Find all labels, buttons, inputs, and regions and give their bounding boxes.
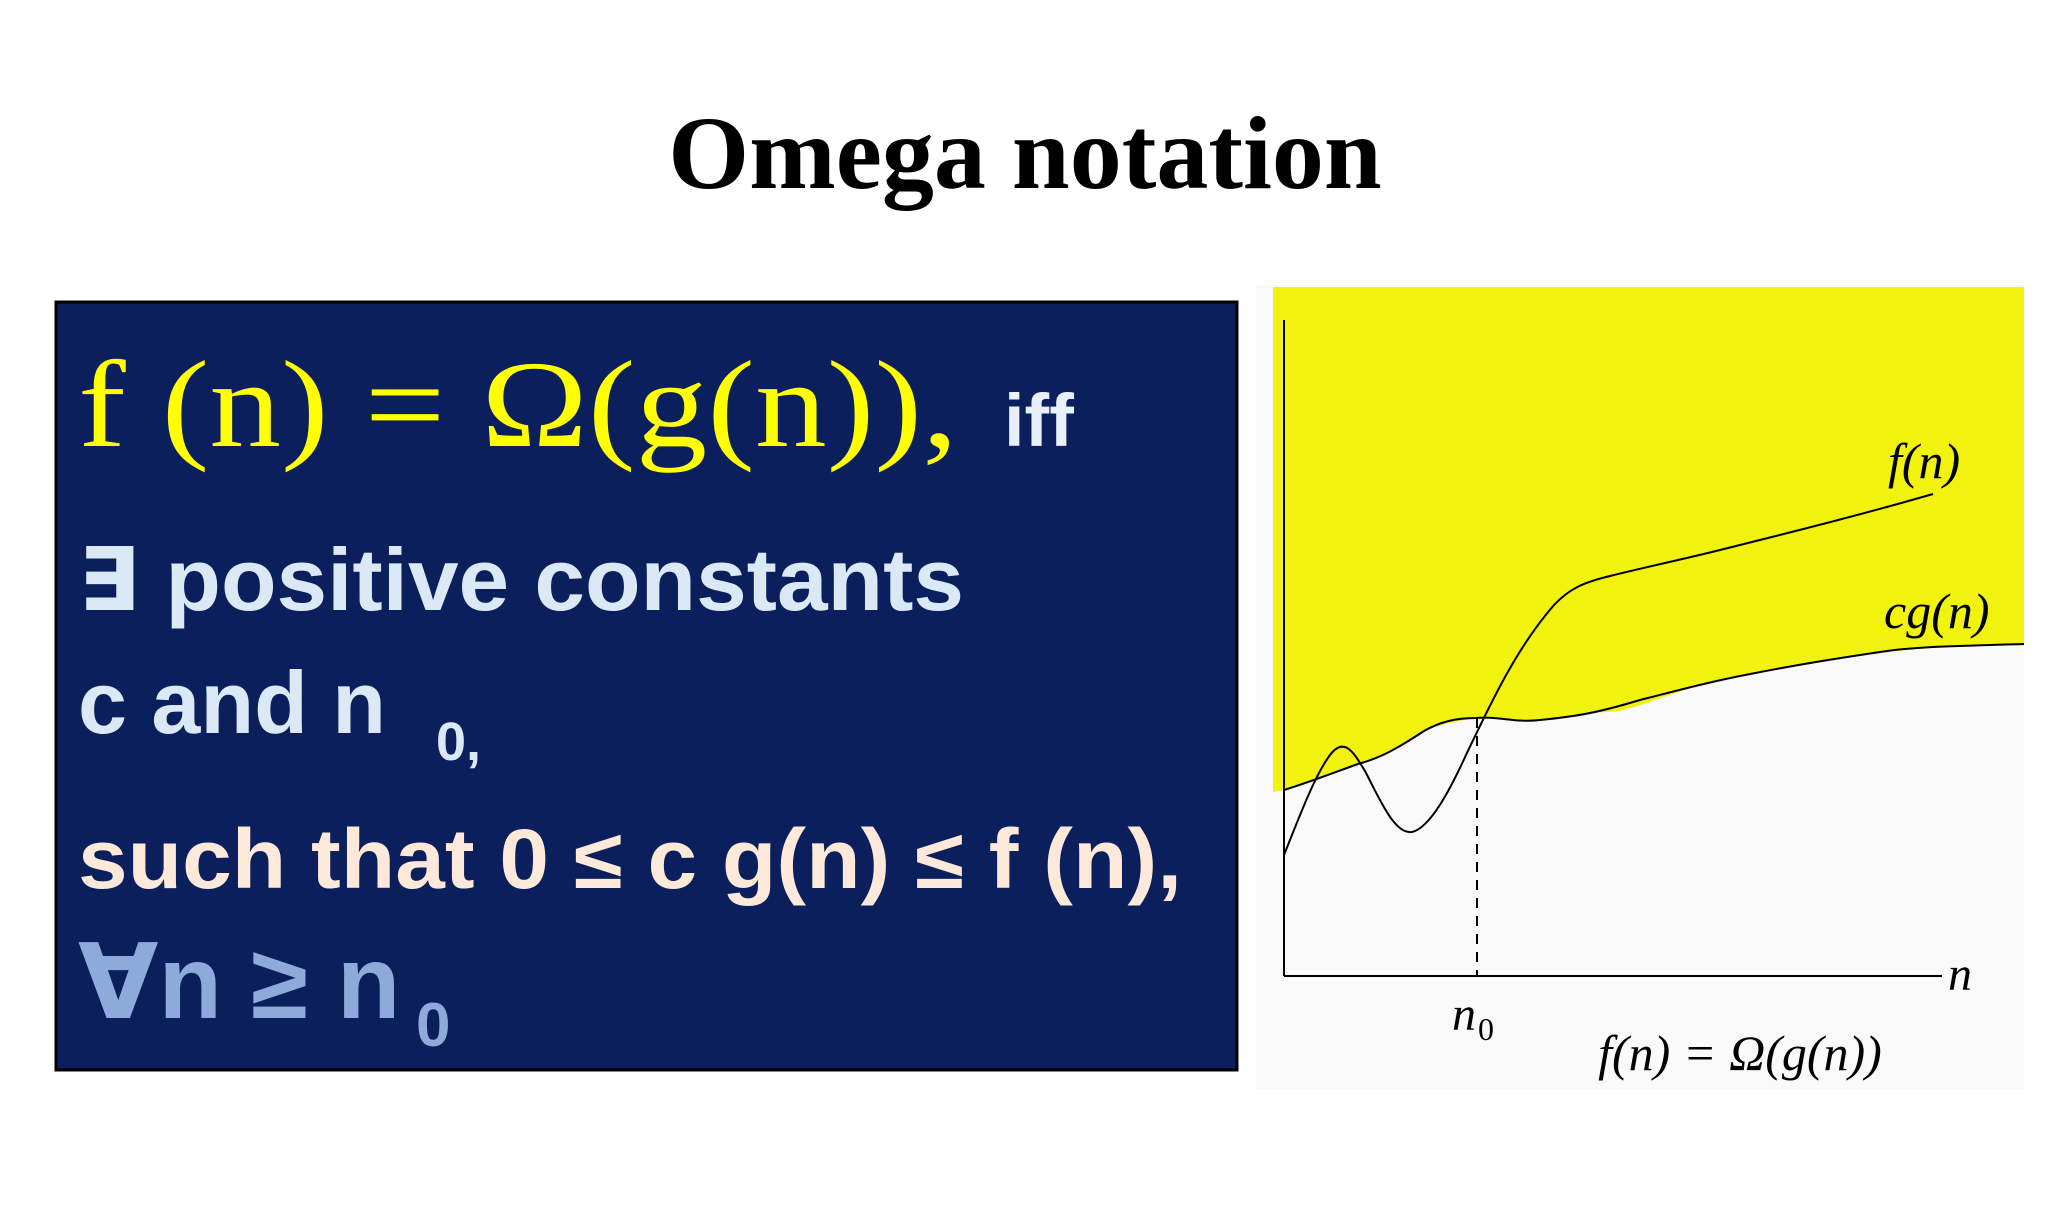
definition-line2: ∃ positive constants <box>78 530 964 629</box>
shaded-region <box>1273 287 2024 792</box>
f-curve <box>1283 493 1934 856</box>
definition-box <box>54 300 1239 1072</box>
omega-graph: f(n) cg(n) n n 0 f(n) = Ω(g(n)) <box>1256 285 2025 1090</box>
definition-line4: such that 0 ≤ c g(n) ≤ f (n), <box>78 812 1182 906</box>
f-label: f(n) <box>1888 433 1960 489</box>
n0-label: n <box>1452 988 1476 1041</box>
x-axis-label: n <box>1948 948 1972 1001</box>
definition-line5: ∀n ≥ n <box>78 925 400 1041</box>
definition-line3: c and n <box>78 653 386 752</box>
slide-title: Omega notation <box>668 96 1382 211</box>
definition-iff: iff <box>1004 379 1074 462</box>
definition-line3-sub: 0, <box>436 712 481 772</box>
definition-line1: f (n) = Ω(g(n)), <box>78 336 958 473</box>
cg-label: cg(n) <box>1884 583 1990 639</box>
graph-caption: f(n) = Ω(g(n)) <box>1598 1025 1882 1081</box>
cg-curve <box>1283 643 2025 791</box>
definition-line5-sub: 0 <box>416 991 450 1060</box>
n0-subscript: 0 <box>1478 1011 1494 1047</box>
